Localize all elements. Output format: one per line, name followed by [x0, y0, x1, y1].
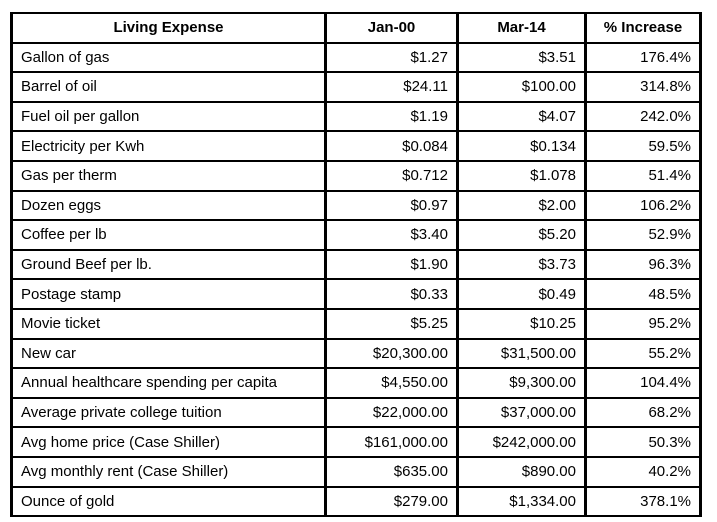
living-expense-table: Living Expense Jan-00 Mar-14 % Increase … — [10, 12, 702, 518]
percent-increase-cell: 40.2% — [584, 455, 702, 488]
percent-increase-cell: 106.2% — [584, 189, 702, 222]
table-row: Gallon of gas $1.27 $3.51 176.4% — [10, 41, 702, 74]
percent-increase-cell: 59.5% — [584, 130, 702, 162]
expense-name-cell: Gallon of gas — [10, 41, 327, 74]
table-row: Gas per therm $0.712 $1.078 51.4% — [10, 159, 702, 192]
percent-increase-cell: 68.2% — [584, 396, 702, 429]
table-row: Ounce of gold $279.00 $1,334.00 378.1% — [10, 485, 702, 518]
expense-name-cell: Fuel oil per gallon — [10, 100, 327, 133]
expense-name-cell: Annual healthcare spending per capita — [10, 367, 327, 399]
mar-14-value-cell: $100.00 — [456, 71, 587, 103]
jan-00-value-cell: $279.00 — [324, 485, 459, 518]
mar-14-value-cell: $10.25 — [456, 307, 587, 340]
column-header-percent-increase: % Increase — [584, 12, 702, 44]
expense-name-cell: Coffee per lb — [10, 219, 327, 251]
expense-name-cell: Ground Beef per lb. — [10, 248, 327, 281]
jan-00-value-cell: $0.33 — [324, 278, 459, 310]
percent-increase-cell: 96.3% — [584, 248, 702, 281]
mar-14-value-cell: $2.00 — [456, 189, 587, 222]
mar-14-value-cell: $5.20 — [456, 219, 587, 251]
percent-increase-cell: 242.0% — [584, 100, 702, 133]
percent-increase-cell: 51.4% — [584, 159, 702, 192]
mar-14-value-cell: $4.07 — [456, 100, 587, 133]
expense-name-cell: New car — [10, 337, 327, 370]
table-row: New car $20,300.00 $31,500.00 55.2% — [10, 337, 702, 370]
table-row: Avg monthly rent (Case Shiller) $635.00 $8… — [10, 455, 702, 488]
mar-14-value-cell: $242,000.00 — [456, 426, 587, 458]
jan-00-value-cell: $0.97 — [324, 189, 459, 222]
jan-00-value-cell: $161,000.00 — [324, 426, 459, 458]
percent-increase-cell: 55.2% — [584, 337, 702, 370]
percent-increase-cell: 314.8% — [584, 71, 702, 103]
mar-14-value-cell: $3.51 — [456, 41, 587, 74]
mar-14-value-cell: $0.134 — [456, 130, 587, 162]
jan-00-value-cell: $4,550.00 — [324, 367, 459, 399]
column-header-mar-14: Mar-14 — [456, 12, 587, 44]
table-row: Ground Beef per lb. $1.90 $3.73 96.3% — [10, 248, 702, 281]
mar-14-value-cell: $0.49 — [456, 278, 587, 310]
jan-00-value-cell: $635.00 — [324, 455, 459, 488]
table-row: Electricity per Kwh $0.084 $0.134 59.5% — [10, 130, 702, 162]
mar-14-value-cell: $1,334.00 — [456, 485, 587, 518]
percent-increase-cell: 378.1% — [584, 485, 702, 518]
jan-00-value-cell: $3.40 — [324, 219, 459, 251]
table-row: Postage stamp $0.33 $0.49 48.5% — [10, 278, 702, 310]
table-row: Movie ticket $5.25 $10.25 95.2% — [10, 307, 702, 340]
percent-increase-cell: 176.4% — [584, 41, 702, 74]
expense-name-cell: Gas per therm — [10, 159, 327, 192]
mar-14-value-cell: $37,000.00 — [456, 396, 587, 429]
percent-increase-cell: 52.9% — [584, 219, 702, 251]
jan-00-value-cell: $0.712 — [324, 159, 459, 192]
jan-00-value-cell: $24.11 — [324, 71, 459, 103]
mar-14-value-cell: $31,500.00 — [456, 337, 587, 370]
table-row: Coffee per lb $3.40 $5.20 52.9% — [10, 219, 702, 251]
column-header-living-expense: Living Expense — [10, 12, 327, 44]
jan-00-value-cell: $1.27 — [324, 41, 459, 74]
expense-name-cell: Dozen eggs — [10, 189, 327, 222]
jan-00-value-cell: $5.25 — [324, 307, 459, 340]
percent-increase-cell: 104.4% — [584, 367, 702, 399]
table-row: Barrel of oil $24.11 $100.00 314.8% — [10, 71, 702, 103]
jan-00-value-cell: $22,000.00 — [324, 396, 459, 429]
expense-name-cell: Avg home price (Case Shiller) — [10, 426, 327, 458]
jan-00-value-cell: $0.084 — [324, 130, 459, 162]
percent-increase-cell: 48.5% — [584, 278, 702, 310]
table-row: Annual healthcare spending per capita $4,… — [10, 367, 702, 399]
expense-name-cell: Barrel of oil — [10, 71, 327, 103]
table-row: Fuel oil per gallon $1.19 $4.07 242.0% — [10, 100, 702, 133]
table-row: Dozen eggs $0.97 $2.00 106.2% — [10, 189, 702, 222]
table-row: Avg home price (Case Shiller) $161,000.00… — [10, 426, 702, 458]
expense-name-cell: Postage stamp — [10, 278, 327, 310]
expense-name-cell: Ounce of gold — [10, 485, 327, 518]
expense-name-cell: Electricity per Kwh — [10, 130, 327, 162]
mar-14-value-cell: $890.00 — [456, 455, 587, 488]
expense-name-cell: Movie ticket — [10, 307, 327, 340]
mar-14-value-cell: $1.078 — [456, 159, 587, 192]
jan-00-value-cell: $1.19 — [324, 100, 459, 133]
percent-increase-cell: 50.3% — [584, 426, 702, 458]
expense-name-cell: Avg monthly rent (Case Shiller) — [10, 455, 327, 488]
jan-00-value-cell: $1.90 — [324, 248, 459, 281]
table-row: Average private college tuition $22,000.0… — [10, 396, 702, 429]
expense-name-cell: Average private college tuition — [10, 396, 327, 429]
percent-increase-cell: 95.2% — [584, 307, 702, 340]
column-header-jan-00: Jan-00 — [324, 12, 459, 44]
mar-14-value-cell: $9,300.00 — [456, 367, 587, 399]
jan-00-value-cell: $20,300.00 — [324, 337, 459, 370]
header-row: Living Expense Jan-00 Mar-14 % Increase — [10, 12, 702, 44]
mar-14-value-cell: $3.73 — [456, 248, 587, 281]
